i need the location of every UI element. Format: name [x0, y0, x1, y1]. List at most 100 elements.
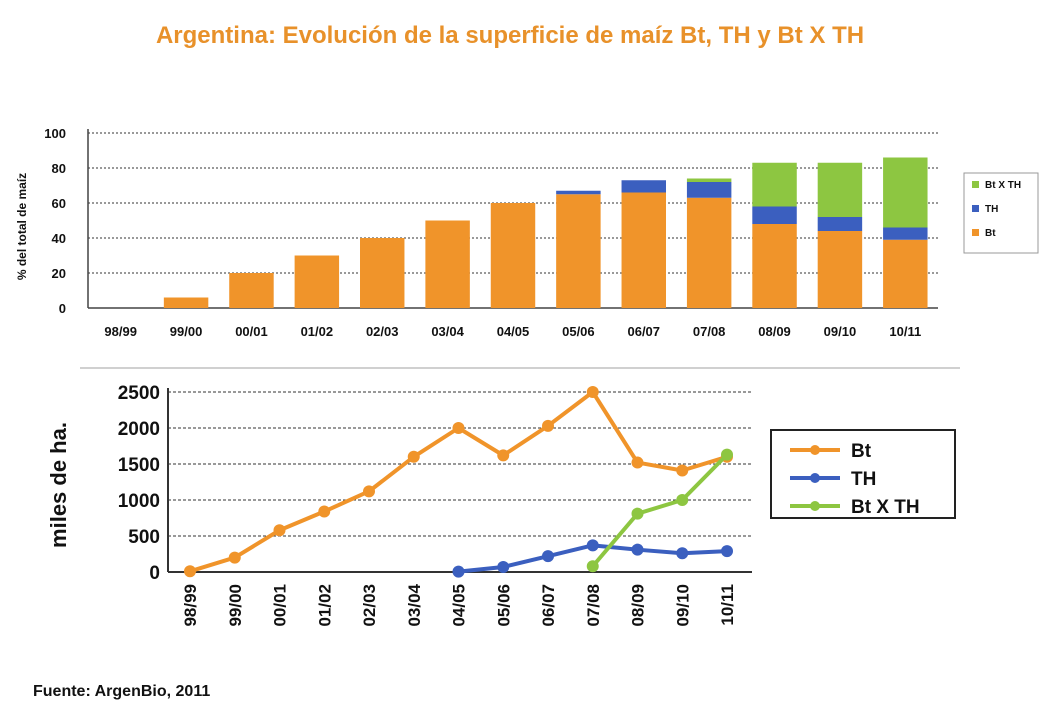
x-tick-label: 02/03: [366, 324, 399, 339]
y-tick-label: 40: [52, 231, 66, 246]
bar-bt: [490, 203, 536, 308]
x-tick-label: 03/04: [405, 583, 424, 626]
data-point-bt: [184, 565, 196, 578]
y-tick-label: 20: [52, 266, 66, 281]
x-tick-label: 98/99: [181, 584, 200, 627]
bar-bt: [817, 231, 863, 308]
bar-th: [883, 227, 928, 240]
legend-marker-th: [810, 473, 820, 483]
stacked-bar-chart: 0 20 40 60 80 100 % del total de maíz 98/99 99/0…: [15, 126, 1039, 339]
x-tick-label: 07/08: [693, 324, 726, 339]
x-tick-label: 05/06: [494, 584, 513, 627]
bar-th: [817, 217, 863, 231]
data-point-bt: [542, 419, 554, 432]
page-title: Argentina: Evolución de la superficie de…: [155, 22, 865, 49]
legend-swatch-th: [972, 205, 979, 212]
legend-swatch-bt: [972, 229, 979, 236]
data-point-bt: [273, 524, 286, 537]
bar-bt: [425, 220, 470, 308]
x-tick-label: 99/00: [226, 584, 245, 627]
bar-bt: [752, 224, 797, 308]
x-tick-label: 06/07: [539, 584, 558, 627]
bar-bt: [686, 197, 732, 308]
data-point-th: [631, 543, 644, 556]
line-chart: 0 500 1000 1500 2000 2500 miles de ha. 98/99 99/…: [46, 367, 960, 627]
legend: Bt TH Bt X TH: [770, 429, 956, 519]
bar-bt: [360, 238, 405, 308]
y-tick-label: 100: [44, 126, 66, 141]
bar-btxth: [817, 162, 863, 217]
bar-th: [752, 206, 797, 224]
y-tick-label: 1500: [118, 455, 160, 476]
legend-marker-bt: [810, 445, 820, 455]
data-point-btxth: [631, 507, 644, 520]
x-tick-label: 10/11: [889, 324, 921, 339]
data-point-bt: [363, 485, 375, 498]
legend: Bt X TH TH Bt: [963, 172, 1039, 254]
legend-label-btxth: Bt X TH: [985, 180, 1021, 191]
data-point-bt: [228, 551, 241, 564]
legend-box: [963, 172, 1039, 254]
data-point-bt: [452, 422, 465, 434]
source-note: Fuente: ArgenBio, 2011: [33, 683, 211, 700]
bar-btxth: [883, 157, 928, 228]
x-tick-label: 03/04: [431, 324, 464, 339]
x-tick-label: 10/11: [718, 584, 737, 626]
y-tick-label: 0: [149, 563, 160, 584]
data-point-bt: [318, 505, 331, 518]
bar-bt: [621, 192, 666, 308]
x-tick-label: 07/08: [584, 584, 603, 627]
bar-bt: [163, 297, 209, 308]
x-tick-label: 98/99: [104, 324, 137, 339]
legend-label-th: TH: [985, 204, 998, 215]
x-tick-label: 01/02: [301, 324, 334, 339]
y-tick-label: 60: [52, 196, 66, 211]
x-tick-label: 01/02: [315, 584, 334, 627]
y-tick-label: 80: [52, 161, 66, 176]
bar-btxth: [686, 178, 732, 182]
x-tick-label: 06/07: [627, 324, 660, 339]
y-tick-label: 2000: [118, 419, 160, 440]
legend-label-th: TH: [851, 469, 876, 490]
x-tick-label: 04/05: [450, 584, 469, 627]
x-tick-label: 08/09: [758, 324, 791, 339]
legend-box: [770, 429, 956, 519]
bar-bt: [294, 255, 340, 308]
data-point-bt: [407, 450, 420, 463]
data-point-bt: [631, 456, 644, 469]
data-point-bt: [676, 464, 689, 477]
x-tick-label: 04/05: [497, 324, 530, 339]
data-point-th: [676, 547, 689, 560]
series-line-btxth: [591, 453, 729, 568]
data-point-th: [586, 539, 599, 552]
y-tick-label: 0: [59, 301, 66, 316]
data-point-th: [497, 560, 510, 573]
y-axis-label: miles de ha.: [46, 422, 71, 548]
y-axis-label: % del total de maíz: [15, 173, 29, 280]
x-tick-label: 05/06: [562, 324, 595, 339]
data-point-th: [452, 565, 465, 578]
data-point-th: [721, 545, 733, 558]
x-tick-label: 00/01: [271, 584, 290, 627]
data-point-btxth: [676, 494, 689, 506]
x-tick-label: 00/01: [235, 324, 268, 339]
legend-label-bt: Bt: [985, 228, 996, 239]
bar-bt: [229, 273, 274, 308]
data-point-th: [542, 550, 554, 563]
legend-label-bt: Bt: [851, 441, 872, 462]
x-tick-label: 02/03: [360, 584, 379, 627]
y-tick-label: 500: [128, 527, 160, 548]
bar-th: [556, 190, 601, 195]
y-tick-label: 1000: [118, 491, 160, 512]
legend-swatch-btxth: [972, 181, 979, 188]
x-tick-label: 08/09: [629, 584, 648, 627]
y-tick-label: 2500: [118, 383, 160, 404]
bar-bt: [883, 239, 928, 308]
x-tick-label: 99/00: [170, 324, 203, 339]
x-tick-label: 09/10: [824, 324, 857, 339]
data-point-bt: [586, 386, 599, 398]
legend-label-btxth: Bt X TH: [851, 497, 920, 518]
bar-bt: [556, 194, 601, 308]
bar-th: [621, 180, 666, 193]
data-point-btxth: [586, 560, 599, 573]
